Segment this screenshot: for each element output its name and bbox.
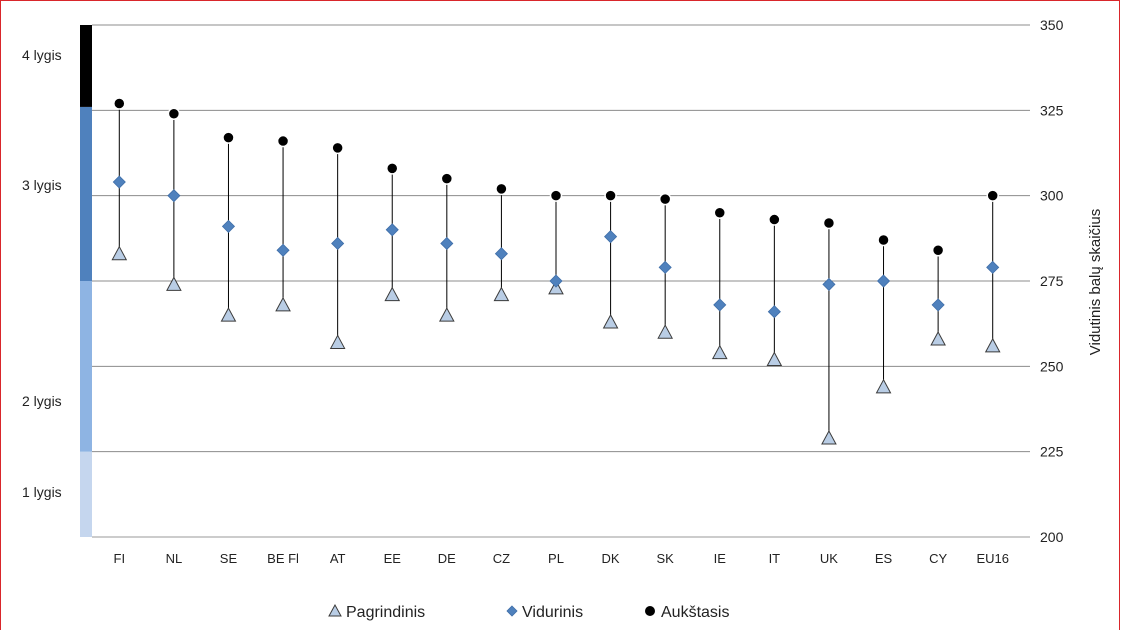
level-bar-3 [80,106,92,281]
point-aukstasis [713,206,727,219]
point-vidurinis [658,260,672,274]
data-points [111,97,1001,445]
point-aukstasis [167,107,181,120]
category-label: SE [220,551,238,566]
point-vidurinis [385,223,399,237]
point-aukstasis [604,189,617,202]
point-vidurinis [549,274,563,288]
level-bar-4 [80,25,92,107]
category-label: SK [657,551,675,566]
point-aukstasis [276,134,290,148]
point-vidurinis [822,277,836,291]
level-bar-1 [80,451,92,537]
point-pagrindinis [384,286,401,302]
point-aukstasis [331,141,344,155]
tick-label-225: 225 [1040,444,1064,460]
point-vidurinis [713,298,727,312]
level-bars: 1 lygis 2 lygis 3 lygis 4 lygis [22,25,92,537]
point-aukstasis [822,216,836,230]
point-pagrindinis [984,337,1001,353]
point-vidurinis [221,219,236,233]
category-label: EE [384,551,402,566]
point-pagrindinis [275,296,291,312]
point-pagrindinis [657,324,674,339]
category-label: CZ [493,551,510,566]
category-label: AT [330,551,346,566]
point-pagrindinis [166,276,182,291]
point-aukstasis [113,97,126,110]
point-pagrindinis [493,286,510,302]
point-aukstasis [986,189,999,202]
point-aukstasis [440,172,454,185]
category-label: DK [602,551,620,566]
y-axis-ticks: 200 225 250 275 300 325 350 [1040,17,1064,545]
point-aukstasis [495,182,508,196]
point-pagrindinis [766,351,783,367]
tick-label-250: 250 [1040,358,1064,374]
point-pagrindinis [220,307,237,322]
category-label: IT [769,551,781,566]
point-aukstasis [931,244,945,257]
point-pagrindinis [329,334,346,349]
point-pagrindinis [711,344,728,360]
legend-marker-aukstasis [645,606,655,616]
point-vidurinis [986,260,1000,274]
category-label: CY [929,551,947,566]
point-pagrindinis [875,378,892,394]
point-vidurinis [331,236,345,251]
tick-label-350: 350 [1040,17,1064,33]
category-label: IE [714,551,727,566]
point-aukstasis [877,233,890,247]
point-pagrindinis [602,313,619,329]
range-lines [118,103,994,439]
category-label: ES [875,551,893,566]
point-vidurinis [276,243,290,257]
tick-label-200: 200 [1040,529,1064,545]
level-label-4: 4 lygis [22,47,62,63]
point-aukstasis [658,192,672,206]
x-axis-labels: FI NL SE BE Fl AT EE DE CZ PL DK SK IE IT UK ES CY EU16 [114,551,1009,566]
legend-marker-vidurinis [506,605,518,617]
category-label: EU16 [976,551,1009,566]
point-vidurinis [604,230,618,244]
tick-label-275: 275 [1040,273,1064,289]
point-aukstasis [385,162,399,175]
point-pagrindinis [821,429,837,445]
point-vidurinis [876,274,891,288]
point-vidurinis [440,236,454,251]
level-label-2: 2 lygis [22,393,62,409]
point-pagrindinis [111,245,128,261]
point-pagrindinis [438,307,455,322]
point-vidurinis [931,298,945,312]
category-label: DE [438,551,456,566]
tick-label-300: 300 [1040,188,1064,204]
tick-label-325: 325 [1040,102,1064,118]
legend: Pagrindinis Vidurinis Aukštasis [328,603,729,621]
point-aukstasis [549,189,563,202]
legend-label-pagrindinis: Pagrindinis [346,604,425,621]
legend-label-vidurinis: Vidurinis [522,604,583,621]
category-label: NL [166,551,183,566]
level-label-3: 3 lygis [22,177,62,193]
category-label: FI [114,551,126,566]
point-aukstasis [222,131,235,144]
point-vidurinis [767,305,781,319]
level-bar-2 [80,281,92,452]
point-vidurinis [494,247,508,261]
point-aukstasis [768,213,781,226]
category-label: UK [820,551,838,566]
point-vidurinis [112,175,126,189]
point-vidurinis [167,189,181,203]
category-label: PL [548,551,564,566]
legend-marker-pagrindinis [328,603,342,617]
level-label-1: 1 lygis [22,484,62,500]
point-pagrindinis [930,330,946,346]
y-axis-label: Vidutinis balų skaičius [1087,209,1104,355]
category-label: BE Fl [267,551,299,566]
legend-label-aukstasis: Aukštasis [661,604,729,621]
